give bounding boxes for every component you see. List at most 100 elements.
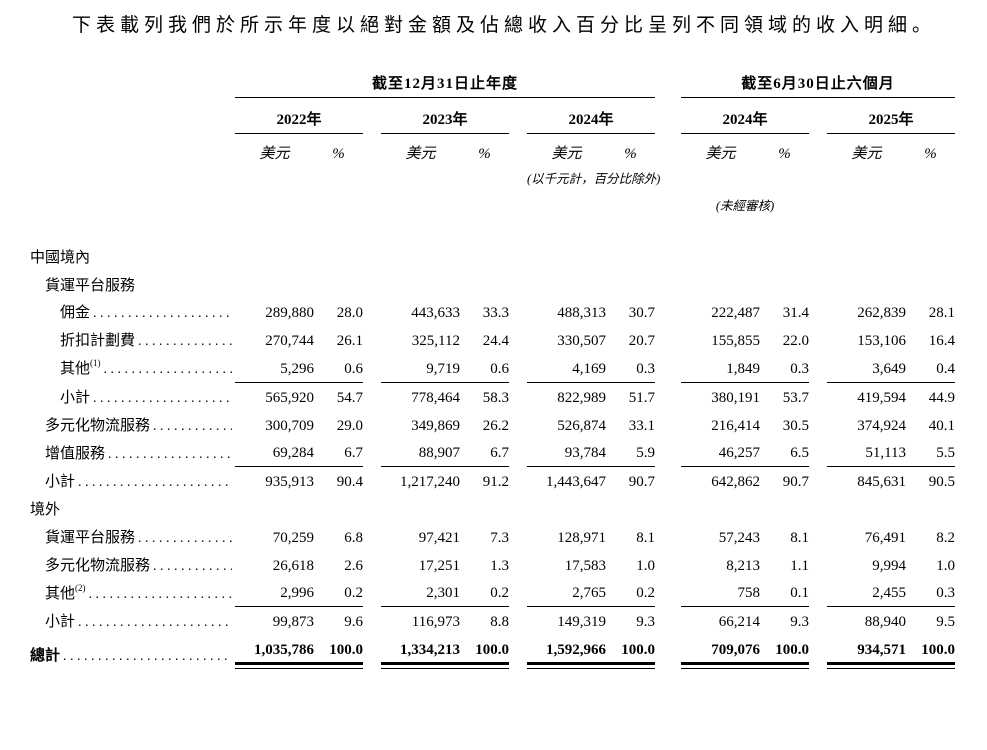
- spacer-cell: [809, 635, 827, 669]
- cell-usd-p1: 17,251: [418, 557, 460, 574]
- cell-usd-p0: 1,035,786: [235, 635, 314, 669]
- spacer-cell: [235, 187, 363, 214]
- spacer-cell: [30, 187, 235, 214]
- spacer-cell: [809, 354, 827, 382]
- cell-pct-p0: 6.8: [344, 529, 363, 546]
- cell-pct-p2: 30.7: [628, 305, 656, 322]
- cell-pct-p3: 0.3: [760, 353, 810, 383]
- cell-pct-p1: 8.8: [490, 614, 509, 631]
- spacer-cell: [363, 97, 381, 133]
- cell-usd-p4: 934,571: [827, 635, 907, 669]
- row-label: 其他(2): [30, 578, 235, 606]
- unit-usd-2022: 美元: [259, 145, 290, 162]
- row-label: 貨運平台服務: [30, 523, 235, 551]
- dot-leader: [89, 586, 232, 603]
- dot-leader: [153, 558, 232, 575]
- unit-pct-h2024: %: [778, 145, 791, 162]
- cell-usd-p2: 149,319: [557, 614, 606, 631]
- cell-usd-p2: 2,765: [527, 578, 606, 608]
- cell-usd-p2: 4,169: [527, 353, 606, 383]
- data-row: 小計 935,913 90.4 1,217,240 91.2 1,443,647 90.7 6…: [30, 467, 955, 495]
- cell-pct-p4: 0.4: [906, 353, 956, 383]
- spacer-cell: [655, 578, 681, 606]
- spacer-cell: [655, 382, 681, 410]
- spacer-cell: [809, 578, 827, 606]
- cell-pct-p4: 90.5: [928, 474, 956, 491]
- spacer-cell: [381, 165, 509, 187]
- spacer-cell: [363, 382, 381, 410]
- cell-usd-p3: 216,414: [711, 417, 761, 434]
- cell-pct-p4: 28.1: [928, 305, 956, 322]
- cell-usd-p4: 88,940: [864, 614, 907, 631]
- cell-pct-p2: 0.3: [606, 353, 656, 383]
- row-label: 小計: [30, 467, 235, 495]
- cell-usd-p1: 1,217,240: [400, 474, 460, 491]
- spacer-cell: [655, 133, 681, 165]
- cell-pct-p1: 24.4: [482, 333, 509, 350]
- cell-pct-p2: 100.0: [606, 635, 656, 669]
- spacer-cell: [809, 133, 827, 165]
- row-label: 佣金: [30, 298, 235, 326]
- spacer-cell: [809, 326, 827, 354]
- cell-pct-p2: 0.2: [606, 578, 656, 608]
- spacer-cell: [363, 298, 381, 326]
- spacer-cell: [655, 467, 681, 495]
- section-row: 境外: [30, 495, 955, 523]
- cell-pct-p4: 8.2: [936, 529, 956, 546]
- cell-pct-p1: 6.7: [460, 438, 509, 468]
- unit-usd-h2025: 美元: [851, 145, 882, 162]
- cell-usd-p2: 488,313: [557, 305, 606, 322]
- year-header-row: 2022年 2023年 2024年 2024年 2025年: [30, 97, 956, 134]
- col-halfyear-2024: 2024年: [681, 97, 810, 134]
- units-note: (以千元計，百分比除外): [527, 171, 661, 186]
- cell-pct-p1: 26.2: [482, 417, 509, 434]
- cell-usd-p0: 2,996: [235, 578, 314, 608]
- col-group-interim: 截至6月30日止六個月: [681, 71, 956, 98]
- cell-usd-p0: 289,880: [265, 305, 314, 322]
- cell-usd-p1: 325,112: [411, 333, 460, 350]
- cell-pct-p4: 9.5: [936, 614, 956, 631]
- spacer-cell: [809, 165, 827, 187]
- cell-usd-p2: 1,592,966: [527, 635, 606, 669]
- spacer-cell: [655, 187, 681, 214]
- dot-leader: [153, 418, 232, 435]
- cell-pct-p3: 31.4: [782, 305, 810, 322]
- cell-usd-p0: 5,296: [235, 353, 314, 383]
- cell-pct-p1: 7.3: [490, 529, 509, 546]
- spacer-cell: [509, 551, 527, 579]
- col-halfyear-2025: 2025年: [827, 97, 956, 134]
- dot-leader: [63, 648, 232, 665]
- spacer-cell: [509, 607, 527, 635]
- cell-usd-p4: 374,924: [857, 417, 907, 434]
- spacer-cell: [655, 298, 681, 326]
- dot-leader: [78, 474, 232, 491]
- row-label: 貨運平台服務: [45, 277, 136, 294]
- cell-usd-p3: 8,213: [726, 557, 761, 574]
- cell-usd-p1: 778,464: [411, 389, 460, 406]
- cell-pct-p2: 8.1: [636, 529, 656, 546]
- spacer-cell: [655, 438, 681, 466]
- spacer-cell: [235, 271, 955, 299]
- cell-usd-p2: 1,443,647: [546, 474, 606, 491]
- cell-pct-p3: 90.7: [782, 474, 810, 491]
- cell-usd-p2: 128,971: [557, 529, 606, 546]
- spacer-cell: [509, 382, 527, 410]
- cell-usd-p3: 57,243: [718, 529, 761, 546]
- spacer-cell: [809, 411, 827, 439]
- spacer-cell: [509, 578, 527, 606]
- spacer-cell: [809, 298, 827, 326]
- data-row: 多元化物流服務 300,709 29.0 349,869 26.2 526,874 33.1…: [30, 411, 955, 439]
- spacer-cell: [363, 438, 381, 466]
- cell-pct-p4: 40.1: [928, 417, 956, 434]
- units-row: 美元 % 美元 % 美元 % 美元 % 美元 %: [30, 133, 955, 165]
- cell-pct-p3: 6.5: [760, 438, 810, 468]
- spacer-cell: [363, 354, 381, 382]
- row-label: 多元化物流服務: [30, 411, 235, 439]
- spacer-cell: [655, 607, 681, 635]
- row-label: 小計: [30, 382, 235, 410]
- row-label: 多元化物流服務: [30, 551, 235, 579]
- cell-pct-p3: 8.1: [790, 529, 810, 546]
- spacer-cell: [363, 635, 381, 669]
- cell-usd-p2: 17,583: [564, 557, 606, 574]
